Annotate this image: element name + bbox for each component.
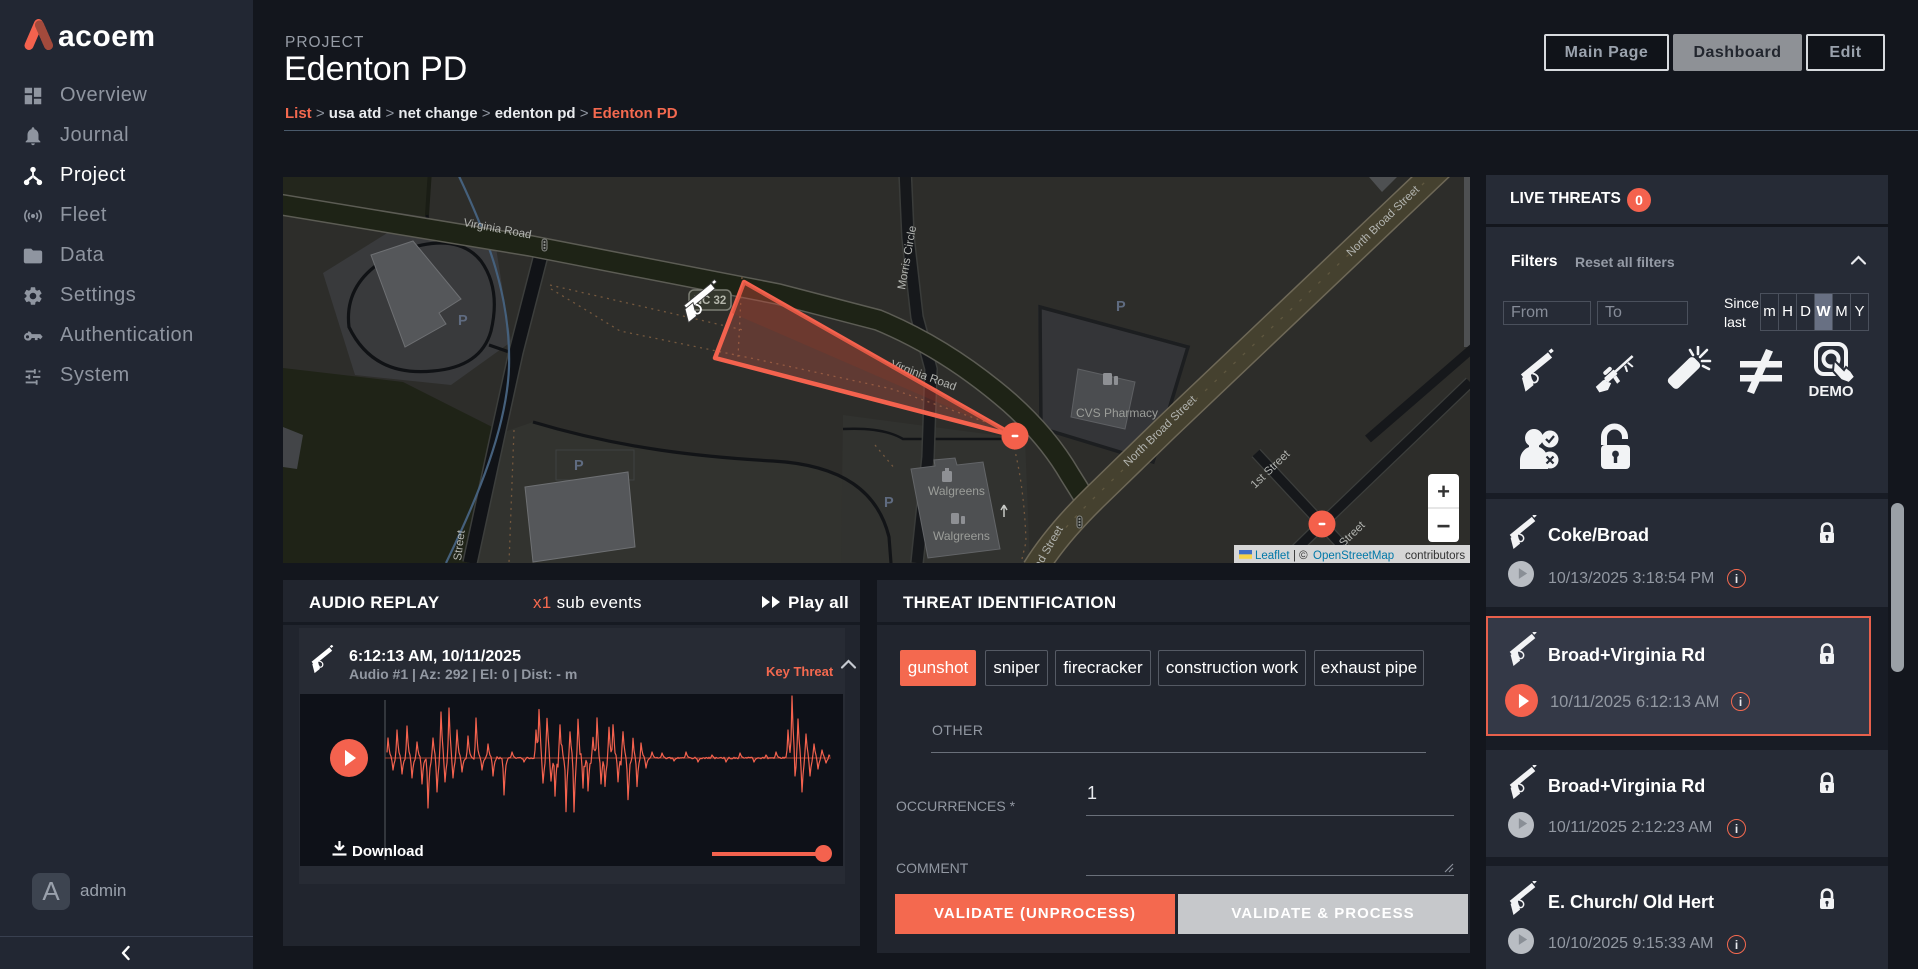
svg-text:DEMO: DEMO xyxy=(1809,383,1854,400)
svg-text:North Broad Street: North Broad Street xyxy=(1345,183,1423,259)
svg-text:Leaflet: Leaflet xyxy=(1255,550,1290,562)
svg-text:Walgreens: Walgreens xyxy=(928,484,985,498)
svg-text:−: − xyxy=(1436,513,1450,540)
svg-text:OpenStreetMap: OpenStreetMap xyxy=(1313,550,1394,562)
svg-text:Street: Street xyxy=(452,529,468,562)
svg-text:Walgreens: Walgreens xyxy=(933,529,990,543)
svg-text:| ©: | © xyxy=(1293,550,1308,562)
svg-text:P: P xyxy=(458,313,468,329)
svg-text:P: P xyxy=(884,495,894,511)
svg-text:contributors: contributors xyxy=(1405,550,1465,562)
svg-text:P: P xyxy=(574,458,584,474)
svg-text:P: P xyxy=(1116,299,1126,315)
svg-text:CVS Pharmacy: CVS Pharmacy xyxy=(1076,406,1158,420)
svg-text:acoem: acoem xyxy=(58,20,156,53)
svg-text:+: + xyxy=(1437,479,1450,504)
